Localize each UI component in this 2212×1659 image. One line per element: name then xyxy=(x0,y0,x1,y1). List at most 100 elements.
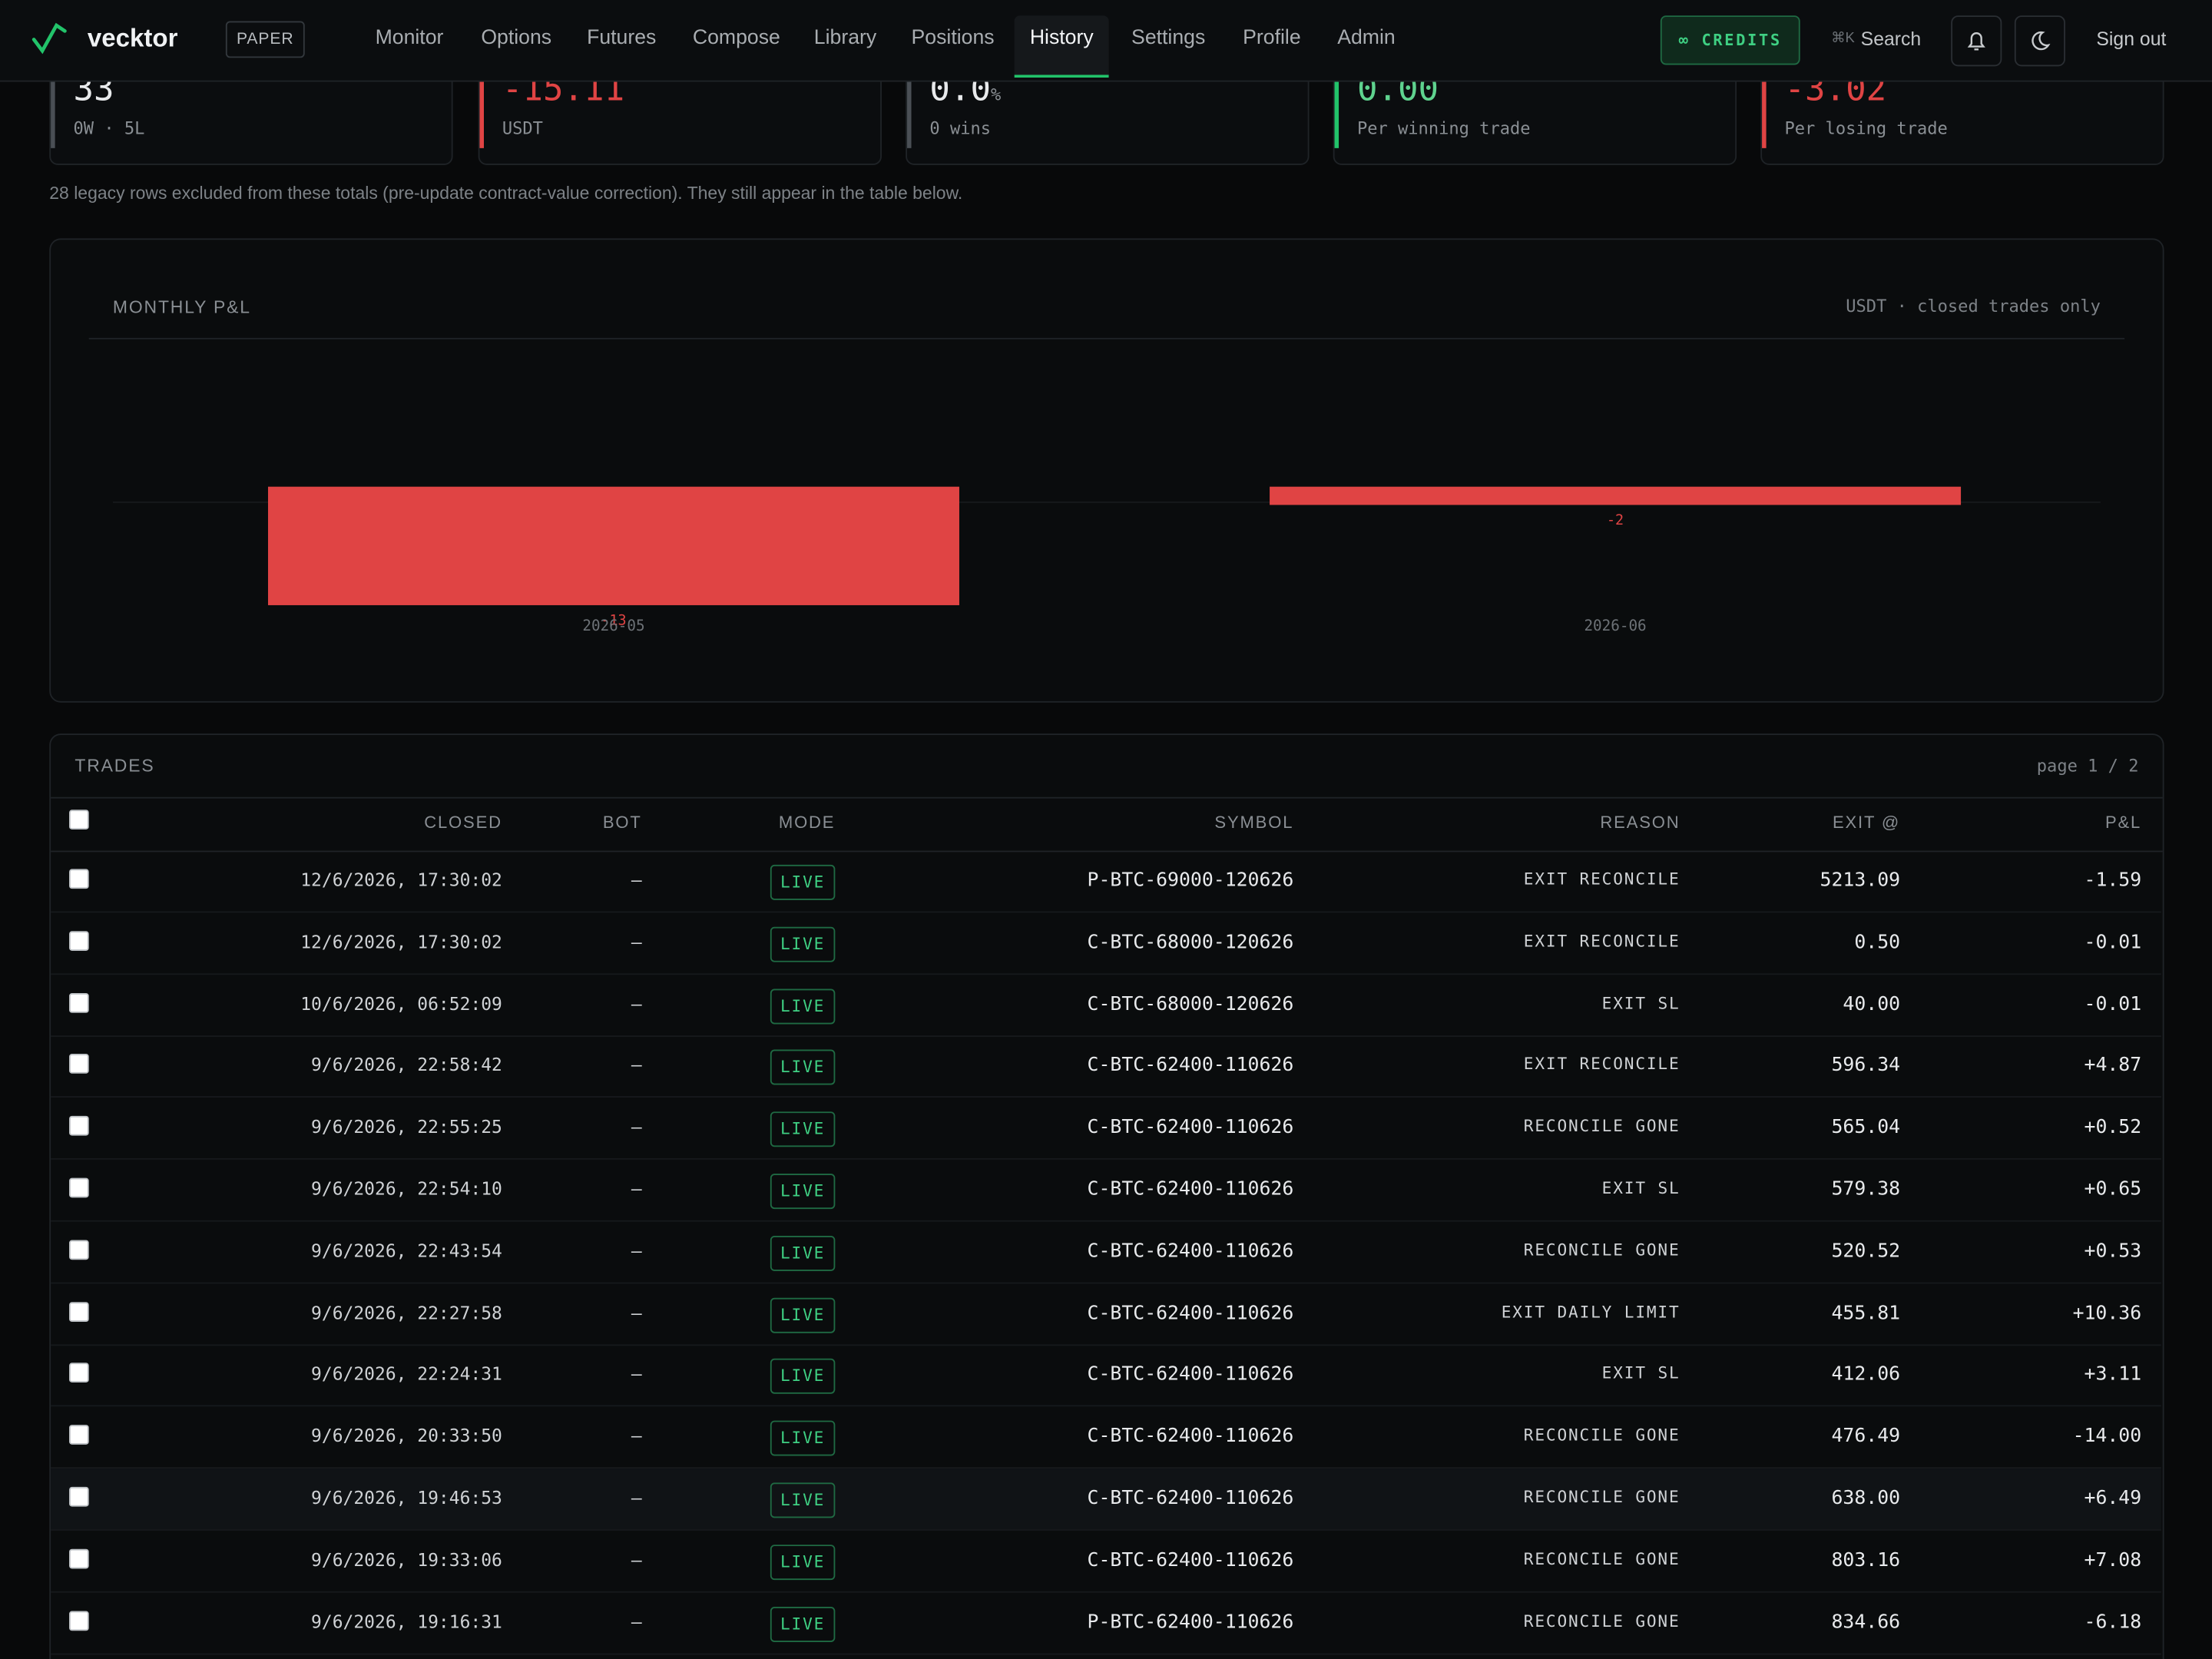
row[interactable] xyxy=(51,974,2161,1037)
cell: 638.00 xyxy=(1831,1486,1901,1510)
cell: +0.52 xyxy=(2084,1116,2142,1139)
nav-item[interactable]: Monitor xyxy=(375,26,444,50)
header-border xyxy=(51,796,2163,799)
stat-sub: Per losing trade xyxy=(1784,118,1948,139)
row-checkbox[interactable] xyxy=(69,1548,89,1569)
cell: P-BTC-69000-120626 xyxy=(1087,869,1294,892)
search-hint: ⌘K xyxy=(1831,31,1855,47)
row-checkbox[interactable] xyxy=(69,1054,89,1075)
monthly-chart: MONTHLY P&L USDT · closed trades only-132… xyxy=(88,297,2125,634)
cell: +0.65 xyxy=(2084,1177,2142,1201)
cell: – xyxy=(631,1177,642,1200)
bar-value-label: -13 xyxy=(601,613,626,629)
stat-accent xyxy=(479,43,485,148)
stat-accent xyxy=(51,43,55,148)
column-header: P&L xyxy=(2104,812,2142,833)
nav-item[interactable]: History xyxy=(1029,26,1094,50)
column-header: BOT xyxy=(602,812,642,833)
cell: 596.34 xyxy=(1831,1054,1901,1078)
cell: – xyxy=(631,1486,642,1508)
cell: 5213.09 xyxy=(1820,869,1901,892)
row-checkbox[interactable] xyxy=(69,1486,89,1507)
row[interactable] xyxy=(51,1469,2161,1531)
row[interactable] xyxy=(51,1098,2161,1161)
cell: 40.00 xyxy=(1843,992,1901,1015)
cell: C-BTC-62400-110626 xyxy=(1087,1116,1294,1139)
row-checkbox[interactable] xyxy=(69,1240,89,1260)
row-checkbox[interactable] xyxy=(69,1177,89,1198)
stat-accent xyxy=(1334,43,1339,148)
row-checkbox[interactable] xyxy=(69,992,89,1013)
mode-badge: LIVE xyxy=(770,1050,836,1086)
row[interactable] xyxy=(51,1407,2161,1469)
cell: EXIT RECONCILE xyxy=(1523,930,1681,951)
row[interactable] xyxy=(51,912,2161,975)
nav-item[interactable]: Admin xyxy=(1337,26,1396,50)
row-checkbox[interactable] xyxy=(69,1116,89,1136)
bar-value-label: -2 xyxy=(1607,512,1624,528)
nav-item[interactable]: Futures xyxy=(587,26,657,50)
cell: C-BTC-62400-110626 xyxy=(1087,1486,1294,1510)
nav-item[interactable]: Compose xyxy=(692,26,780,50)
cell: +7.08 xyxy=(2084,1548,2142,1571)
search[interactable]: Search xyxy=(1860,28,1922,50)
row[interactable] xyxy=(51,851,2161,913)
cell: – xyxy=(631,1301,642,1323)
mode-badge: LIVE xyxy=(770,1111,836,1147)
cell: C-BTC-62400-110626 xyxy=(1087,1425,1294,1448)
cell: – xyxy=(631,1548,642,1570)
row[interactable] xyxy=(51,1221,2161,1284)
cell: 12/6/2026, 17:30:02 xyxy=(300,869,502,890)
credits-button[interactable]: ∞ CREDITS xyxy=(1660,15,1800,65)
row-checkbox[interactable] xyxy=(69,1610,89,1631)
cell: -0.01 xyxy=(2084,992,2142,1015)
cell: 9/6/2026, 22:54:10 xyxy=(311,1177,502,1200)
row[interactable] xyxy=(51,1036,2161,1098)
column-header: SYMBOL xyxy=(1214,812,1294,833)
cell: 9/6/2026, 22:58:42 xyxy=(311,1054,502,1076)
cell: +3.11 xyxy=(2084,1363,2142,1386)
cell: 579.38 xyxy=(1831,1177,1901,1201)
row[interactable] xyxy=(51,1345,2161,1407)
row-checkbox[interactable] xyxy=(69,869,89,889)
cell: 9/6/2026, 22:24:31 xyxy=(311,1363,502,1385)
row[interactable] xyxy=(51,1530,2161,1593)
row[interactable] xyxy=(51,1283,2161,1346)
cell: +4.87 xyxy=(2084,1054,2142,1078)
row-checkbox[interactable] xyxy=(69,930,89,951)
mode-badge: LIVE xyxy=(770,1297,836,1333)
cell: P-BTC-62400-110626 xyxy=(1087,1610,1294,1634)
stat-sub: 0W · 5L xyxy=(73,118,145,139)
row-checkbox[interactable] xyxy=(69,1363,89,1383)
nav-item[interactable]: Settings xyxy=(1131,26,1206,50)
cell: EXIT SL xyxy=(1601,1177,1681,1198)
column-header: MODE xyxy=(778,812,836,833)
cell: 9/6/2026, 20:33:50 xyxy=(311,1425,502,1446)
cell: +6.49 xyxy=(2084,1486,2142,1510)
select-all[interactable] xyxy=(69,810,89,830)
cell: 9/6/2026, 19:16:31 xyxy=(311,1610,502,1632)
cell: RECONCILE GONE xyxy=(1523,1610,1681,1631)
stat-accent xyxy=(907,43,912,148)
bell-icon xyxy=(1967,31,1985,51)
row[interactable] xyxy=(51,1160,2161,1222)
cell: 9/6/2026, 19:46:53 xyxy=(311,1486,502,1508)
mode-badge: LIVE xyxy=(770,1482,836,1518)
nav-item[interactable]: Positions xyxy=(911,26,995,50)
nav-item[interactable]: Library xyxy=(813,26,877,50)
row-checkbox[interactable] xyxy=(69,1301,89,1322)
cell: – xyxy=(631,1425,642,1446)
logo-mark xyxy=(31,22,67,55)
moon-button[interactable] xyxy=(2014,15,2065,67)
cell: – xyxy=(631,1240,642,1261)
nav-item[interactable]: Options xyxy=(481,26,552,50)
cell: C-BTC-62400-110626 xyxy=(1087,1301,1294,1324)
bell-button[interactable] xyxy=(1951,15,2002,67)
sign-out[interactable]: Sign out xyxy=(2096,28,2167,50)
row[interactable] xyxy=(51,1592,2161,1654)
row-checkbox[interactable] xyxy=(69,1425,89,1445)
stat-unit: % xyxy=(991,84,1002,104)
mode-badge: PAPER xyxy=(225,21,305,58)
bell-glyph xyxy=(1967,31,1985,51)
nav-item[interactable]: Profile xyxy=(1243,26,1301,50)
